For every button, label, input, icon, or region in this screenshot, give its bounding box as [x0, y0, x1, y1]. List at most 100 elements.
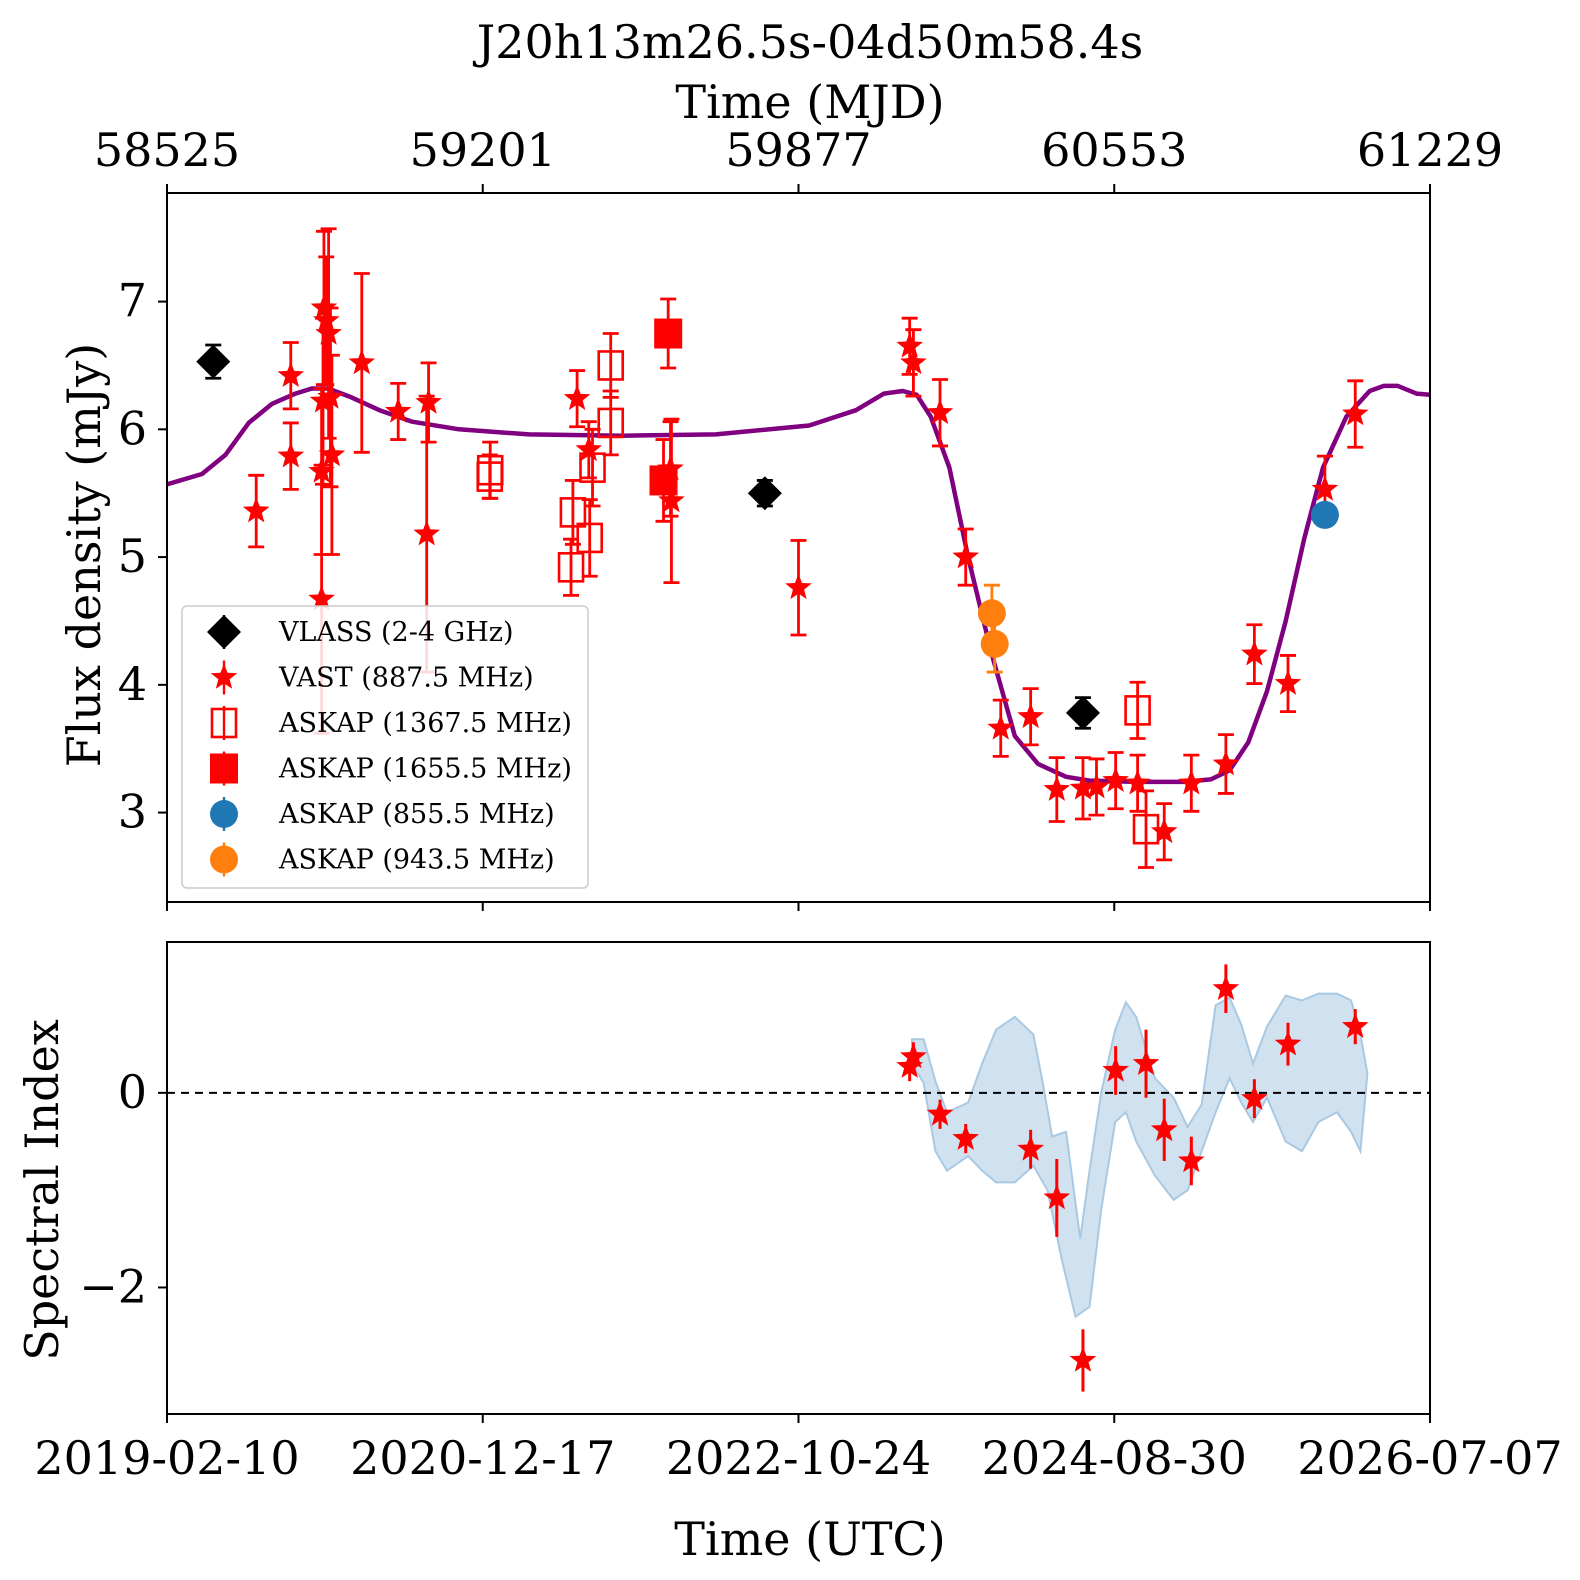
spectral-index-point	[1212, 974, 1240, 1000]
spectral-index-point	[1017, 1135, 1044, 1161]
legend-label: ASKAP (855.5 MHz)	[278, 799, 555, 830]
data-point-vast	[1311, 475, 1339, 501]
legend-entry: ASKAP (1655.5 MHz)	[210, 751, 572, 786]
series-askap1655	[649, 297, 683, 523]
spectral-index-point	[1069, 1346, 1097, 1372]
y-tick-label: −2	[79, 1259, 147, 1313]
legend-marker-vast	[210, 663, 238, 689]
data-point-vast	[926, 398, 954, 425]
data-point-askap1367	[576, 522, 604, 554]
spectral-index-point	[1274, 1030, 1302, 1056]
top-x-tick-label: 61229	[1357, 123, 1503, 177]
data-point-vast	[1212, 750, 1240, 776]
spectral-index-point	[926, 1100, 954, 1126]
data-point-vast	[900, 348, 927, 375]
legend-marker-vlass	[207, 615, 241, 649]
data-point-vast	[896, 332, 923, 358]
legend-entry: VAST (887.5 MHz)	[210, 660, 534, 695]
legend-label: ASKAP (943.5 MHz)	[278, 845, 555, 876]
data-point-askap1367	[597, 407, 625, 439]
legend-label: ASKAP (1655.5 MHz)	[278, 754, 572, 785]
legend-label: VAST (887.5 MHz)	[278, 663, 534, 694]
x-tick-label: 2019-02-10	[34, 1431, 299, 1485]
legend-marker-askap855	[210, 800, 238, 828]
data-point-vast	[1241, 640, 1268, 666]
y-tick-label: 3	[118, 785, 147, 839]
data-point-vast	[1069, 774, 1097, 800]
data-point-vast	[313, 306, 340, 333]
legend-entry: ASKAP (1367.5 MHz)	[210, 706, 572, 740]
y-tick-label: 7	[118, 274, 147, 328]
spectral-index-series	[896, 964, 1369, 1392]
bottom-y-axis-title: Spectral Index	[15, 1019, 69, 1361]
spectral-index-point	[952, 1124, 979, 1150]
error-bar	[482, 440, 499, 500]
data-point-vast	[1124, 769, 1151, 795]
data-point-vast	[348, 348, 376, 375]
legend-label: ASKAP (1367.5 MHz)	[278, 708, 572, 739]
spectral-index-point	[896, 1052, 923, 1078]
data-point-vlass	[1065, 695, 1100, 730]
data-point-vast	[987, 714, 1015, 740]
x-tick-label: 2024-08-30	[982, 1431, 1247, 1485]
spectral-index-point	[1043, 1184, 1071, 1210]
top-axis-title: Time (MJD)	[675, 75, 944, 129]
data-point-vast	[1178, 769, 1205, 795]
top-x-tick-label: 59877	[725, 123, 871, 177]
data-point-askap1367	[476, 454, 504, 486]
data-point-vast	[308, 457, 335, 483]
data-point-askap1655	[654, 318, 683, 349]
data-point-vast	[308, 585, 335, 611]
data-point-vast	[415, 388, 442, 414]
top-x-tick-label: 60553	[1041, 123, 1187, 177]
data-point-vlass	[196, 344, 231, 379]
series-askap1367	[476, 332, 1160, 869]
spectral-index-panel: −2 0 2019-02-10 2020-12-17 2022-10-24 2024-08…	[34, 941, 1563, 1485]
data-point-askap943	[977, 599, 1006, 628]
spectral-index-point	[1150, 1115, 1178, 1142]
legend: VLASS (2-4 GHz) VAST (887.5 MHz) ASKAP (13…	[181, 605, 589, 889]
spectral-index-point	[1102, 1056, 1129, 1082]
data-point-askap943	[980, 629, 1009, 658]
data-point-askap1367	[597, 350, 625, 381]
y-tick-label: 0	[118, 1065, 147, 1119]
data-point-askap1655	[649, 465, 678, 496]
data-point-vast	[277, 442, 305, 468]
legend-entry: ASKAP (943.5 MHz)	[210, 842, 555, 877]
data-point-vast	[1274, 669, 1302, 695]
data-point-vast	[1150, 817, 1178, 844]
data-point-vast	[384, 397, 412, 423]
error-bar	[602, 332, 619, 399]
data-point-vast	[785, 573, 812, 600]
data-point-askap855	[1310, 500, 1339, 529]
data-point-vast	[1083, 773, 1110, 799]
x-axis-title: Time (UTC)	[674, 1512, 945, 1566]
legend-box	[181, 605, 589, 889]
data-point-vlass	[747, 476, 782, 511]
data-point-vast	[309, 387, 337, 413]
top-x-tick-label: 59201	[410, 123, 556, 177]
y-tick-label: 4	[118, 657, 147, 711]
uncertainty-band	[911, 992, 1369, 1319]
spectral-index-point	[900, 1042, 927, 1069]
error-bar	[602, 389, 619, 457]
data-point-vast	[1342, 400, 1369, 426]
spectral-index-point	[1241, 1084, 1268, 1110]
data-point-vast	[318, 440, 346, 467]
top-y-axis-title: Flux density (mJy)	[57, 343, 111, 767]
data-point-vast	[277, 361, 305, 387]
data-point-vast	[413, 520, 440, 546]
data-point-askap1367	[1132, 813, 1160, 845]
error-bar	[581, 498, 598, 578]
data-point-vast	[658, 486, 685, 513]
data-point-askap1367	[559, 497, 587, 528]
series-vlass	[196, 343, 1100, 730]
x-tick-label: 2022-10-24	[666, 1431, 931, 1485]
data-point-vast	[952, 543, 979, 569]
data-point-askap1367	[557, 552, 585, 583]
legend-marker-askap1367	[210, 707, 238, 739]
y-tick-label: 5	[118, 529, 147, 583]
error-bar	[1129, 680, 1146, 740]
data-point-askap1367	[1124, 695, 1151, 726]
